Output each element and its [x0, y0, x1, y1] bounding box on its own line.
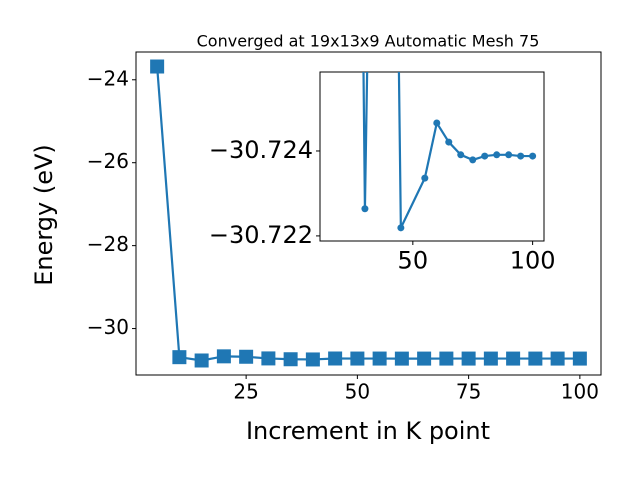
chart-title: Converged at 19x13x9 Automatic Mesh 75: [197, 32, 540, 51]
marker: [445, 138, 453, 146]
y-tick-label: −24: [87, 66, 129, 90]
marker: [283, 352, 298, 367]
x-tick-label: 100: [561, 380, 599, 404]
x-tick-label: 100: [510, 246, 556, 274]
marker: [572, 351, 587, 366]
y-tick-label: −30.724: [209, 136, 313, 164]
marker: [493, 151, 501, 159]
marker: [457, 151, 465, 159]
marker: [505, 151, 513, 159]
x-tick-label: 75: [456, 380, 481, 404]
marker: [216, 349, 231, 364]
marker: [350, 351, 365, 366]
marker: [305, 352, 320, 367]
marker: [417, 351, 432, 366]
marker: [517, 152, 525, 160]
y-tick-label: −30: [87, 315, 129, 339]
marker: [150, 59, 165, 74]
marker: [372, 351, 387, 366]
y-tick-label: −26: [87, 149, 129, 173]
marker: [328, 351, 343, 366]
marker: [261, 351, 276, 366]
marker: [433, 119, 441, 127]
marker: [194, 353, 209, 368]
y-tick-label: −30.722: [209, 221, 313, 249]
x-axis-label: Increment in K point: [246, 417, 490, 445]
marker: [483, 351, 498, 366]
marker: [439, 351, 454, 366]
marker: [361, 205, 369, 213]
marker: [469, 156, 477, 164]
marker: [550, 351, 565, 366]
x-tick-label: 50: [398, 246, 429, 274]
marker: [461, 351, 476, 366]
marker: [172, 350, 187, 365]
marker: [421, 174, 429, 182]
plot-area: [361, 72, 537, 232]
x-tick-label: 50: [345, 380, 370, 404]
marker: [528, 351, 543, 366]
marker: [506, 351, 521, 366]
plot-area: [150, 59, 587, 368]
marker: [481, 152, 489, 160]
y-tick-label: −28: [87, 232, 129, 256]
marker: [394, 351, 409, 366]
y-axis-label: Energy (eV): [30, 144, 58, 286]
marker: [397, 224, 405, 232]
x-tick-label: 25: [233, 380, 258, 404]
marker: [239, 349, 254, 364]
marker: [529, 152, 537, 160]
